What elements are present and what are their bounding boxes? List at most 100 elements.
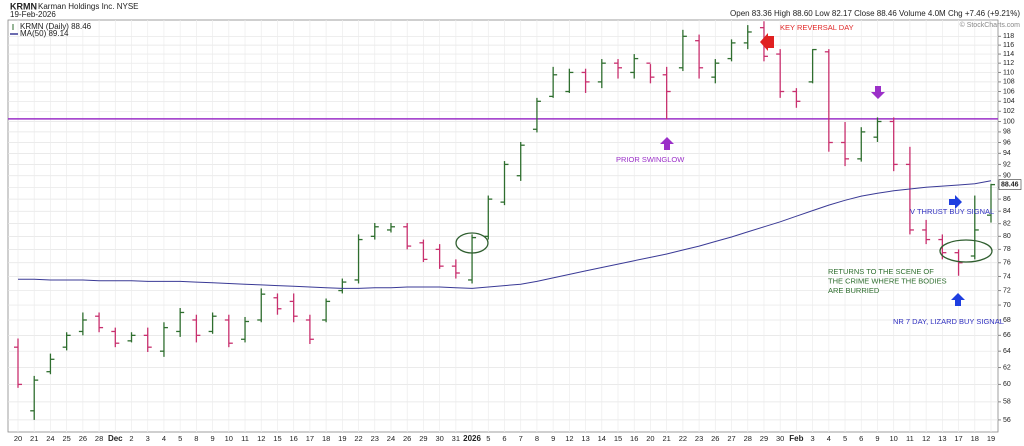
x-tick-label: 4: [162, 434, 166, 443]
x-tick-label: 28: [744, 434, 752, 443]
y-tick-label: 60: [1003, 381, 1011, 388]
x-tick-label: 6: [502, 434, 506, 443]
ticker: KRMN: [10, 1, 37, 11]
plot-area: [7, 19, 999, 433]
y-tick-label: 94: [1003, 150, 1011, 157]
y-tick-label: 58: [1003, 399, 1011, 406]
x-tick-label: 13: [581, 434, 589, 443]
annotation: KEY REVERSAL DAY: [780, 23, 854, 32]
y-tick-label: 110: [1003, 69, 1014, 76]
x-tick-label: 27: [727, 434, 735, 443]
last-price-label: 88.46: [1001, 181, 1019, 188]
y-tick-label: 98: [1003, 129, 1011, 136]
grid: [8, 20, 1001, 432]
x-tick-label: 13: [938, 434, 946, 443]
y-tick-label: 84: [1003, 208, 1011, 215]
x-tick-label: 20: [646, 434, 654, 443]
x-tick-label: 30: [776, 434, 784, 443]
x-tick-label: 20: [14, 434, 22, 443]
x-tick-label: 11: [906, 434, 914, 443]
x-tick-label: 9: [551, 434, 555, 443]
x-tick-label: 17: [306, 434, 314, 443]
x-tick-label: 19: [987, 434, 995, 443]
y-tick-label: 72: [1003, 287, 1011, 294]
x-tick-label: 2026: [463, 434, 481, 443]
x-tick-label: 5: [178, 434, 182, 443]
x-tick-label: 25: [62, 434, 70, 443]
y-tick-label: 56: [1003, 417, 1011, 424]
marks: [8, 21, 998, 420]
x-tick-label: 22: [679, 434, 687, 443]
y-tick-label: 76: [1003, 260, 1011, 267]
y-tick-label: 62: [1003, 364, 1011, 371]
x-tick-label: 21: [662, 434, 670, 443]
y-tick-label: 66: [1003, 332, 1011, 339]
credit: © StockCharts.com: [960, 21, 1021, 29]
x-tick-label: 23: [371, 434, 379, 443]
x-tick-label: 8: [194, 434, 198, 443]
x-tick-label: 15: [273, 434, 281, 443]
y-tick-label: 118: [1003, 33, 1014, 40]
x-tick-label: Dec: [108, 434, 123, 443]
y-tick-label: 108: [1003, 79, 1015, 86]
x-tick-label: 18: [322, 434, 330, 443]
y-tick-label: 90: [1003, 173, 1011, 180]
x-tick-label: 17: [954, 434, 962, 443]
x-tick-label: 30: [435, 434, 443, 443]
x-tick-label: 10: [225, 434, 233, 443]
x-tick-label: 26: [403, 434, 411, 443]
x-tick-label: 4: [827, 434, 831, 443]
x-tick-label: 12: [565, 434, 573, 443]
y-tick-label: 116: [1003, 42, 1014, 49]
x-tick-label: 12: [257, 434, 265, 443]
legend-price: KRMN (Daily) 88.46: [20, 22, 92, 31]
last-price-box: [998, 179, 1022, 190]
x-tick-label: 11: [241, 434, 249, 443]
ma-line: [18, 180, 992, 289]
annotation: RETURNS TO THE SCENE OF: [828, 267, 934, 276]
x-tick-label: 26: [79, 434, 87, 443]
y-tick-label: 114: [1003, 51, 1014, 58]
x-tick-label: 7: [519, 434, 523, 443]
company: Karman Holdings Inc. NYSE: [38, 2, 139, 11]
x-tick-label: 21: [30, 434, 38, 443]
arrow-right: [949, 195, 962, 209]
arrow-left: [760, 33, 774, 51]
annotation: NR 7 DAY, LIZARD BUY SIGNAL: [893, 317, 1004, 326]
x-tick-label: 2: [129, 434, 133, 443]
x-tick-label: 15: [614, 434, 622, 443]
y-tick-label: 104: [1003, 98, 1015, 105]
x-tick-label: 23: [695, 434, 703, 443]
date: 19-Feb-2026: [10, 10, 56, 19]
x-tick-label: 6: [859, 434, 863, 443]
annotation: ARE BURRIED: [828, 286, 880, 295]
annotation: V THRUST BUY SIGNAL: [910, 207, 994, 216]
y-tick-label: 112: [1003, 60, 1014, 67]
x-tick-label: 19: [338, 434, 346, 443]
y-tick-label: 92: [1003, 161, 1011, 168]
arrow-up: [951, 293, 965, 306]
arrow-down: [871, 86, 885, 99]
x-tick-label: 12: [922, 434, 930, 443]
y-tick-label: 70: [1003, 302, 1011, 309]
x-tick-label: 9: [875, 434, 879, 443]
x-tick-label: 24: [46, 434, 54, 443]
x-tick-label: 8: [535, 434, 539, 443]
highlight-ellipse: [939, 239, 993, 263]
x-tick-label: 18: [971, 434, 979, 443]
legend-ma: MA(50) 89.14: [20, 29, 69, 38]
x-tick-label: 28: [95, 434, 103, 443]
x-tick-label: 22: [354, 434, 362, 443]
x-tick-label: 24: [387, 434, 395, 443]
x-tick-label: 14: [598, 434, 606, 443]
y-tick-label: 64: [1003, 348, 1011, 355]
y-tick-label: 100: [1003, 118, 1015, 125]
y-tick-label: 74: [1003, 273, 1011, 280]
x-tick-label: 5: [486, 434, 490, 443]
x-tick-label: 16: [630, 434, 638, 443]
y-tick-label: 82: [1003, 220, 1011, 227]
y-tick-label: 86: [1003, 196, 1011, 203]
annotation: THE CRIME WHERE THE BODIES: [828, 276, 947, 285]
highlight-ellipse: [455, 232, 489, 254]
